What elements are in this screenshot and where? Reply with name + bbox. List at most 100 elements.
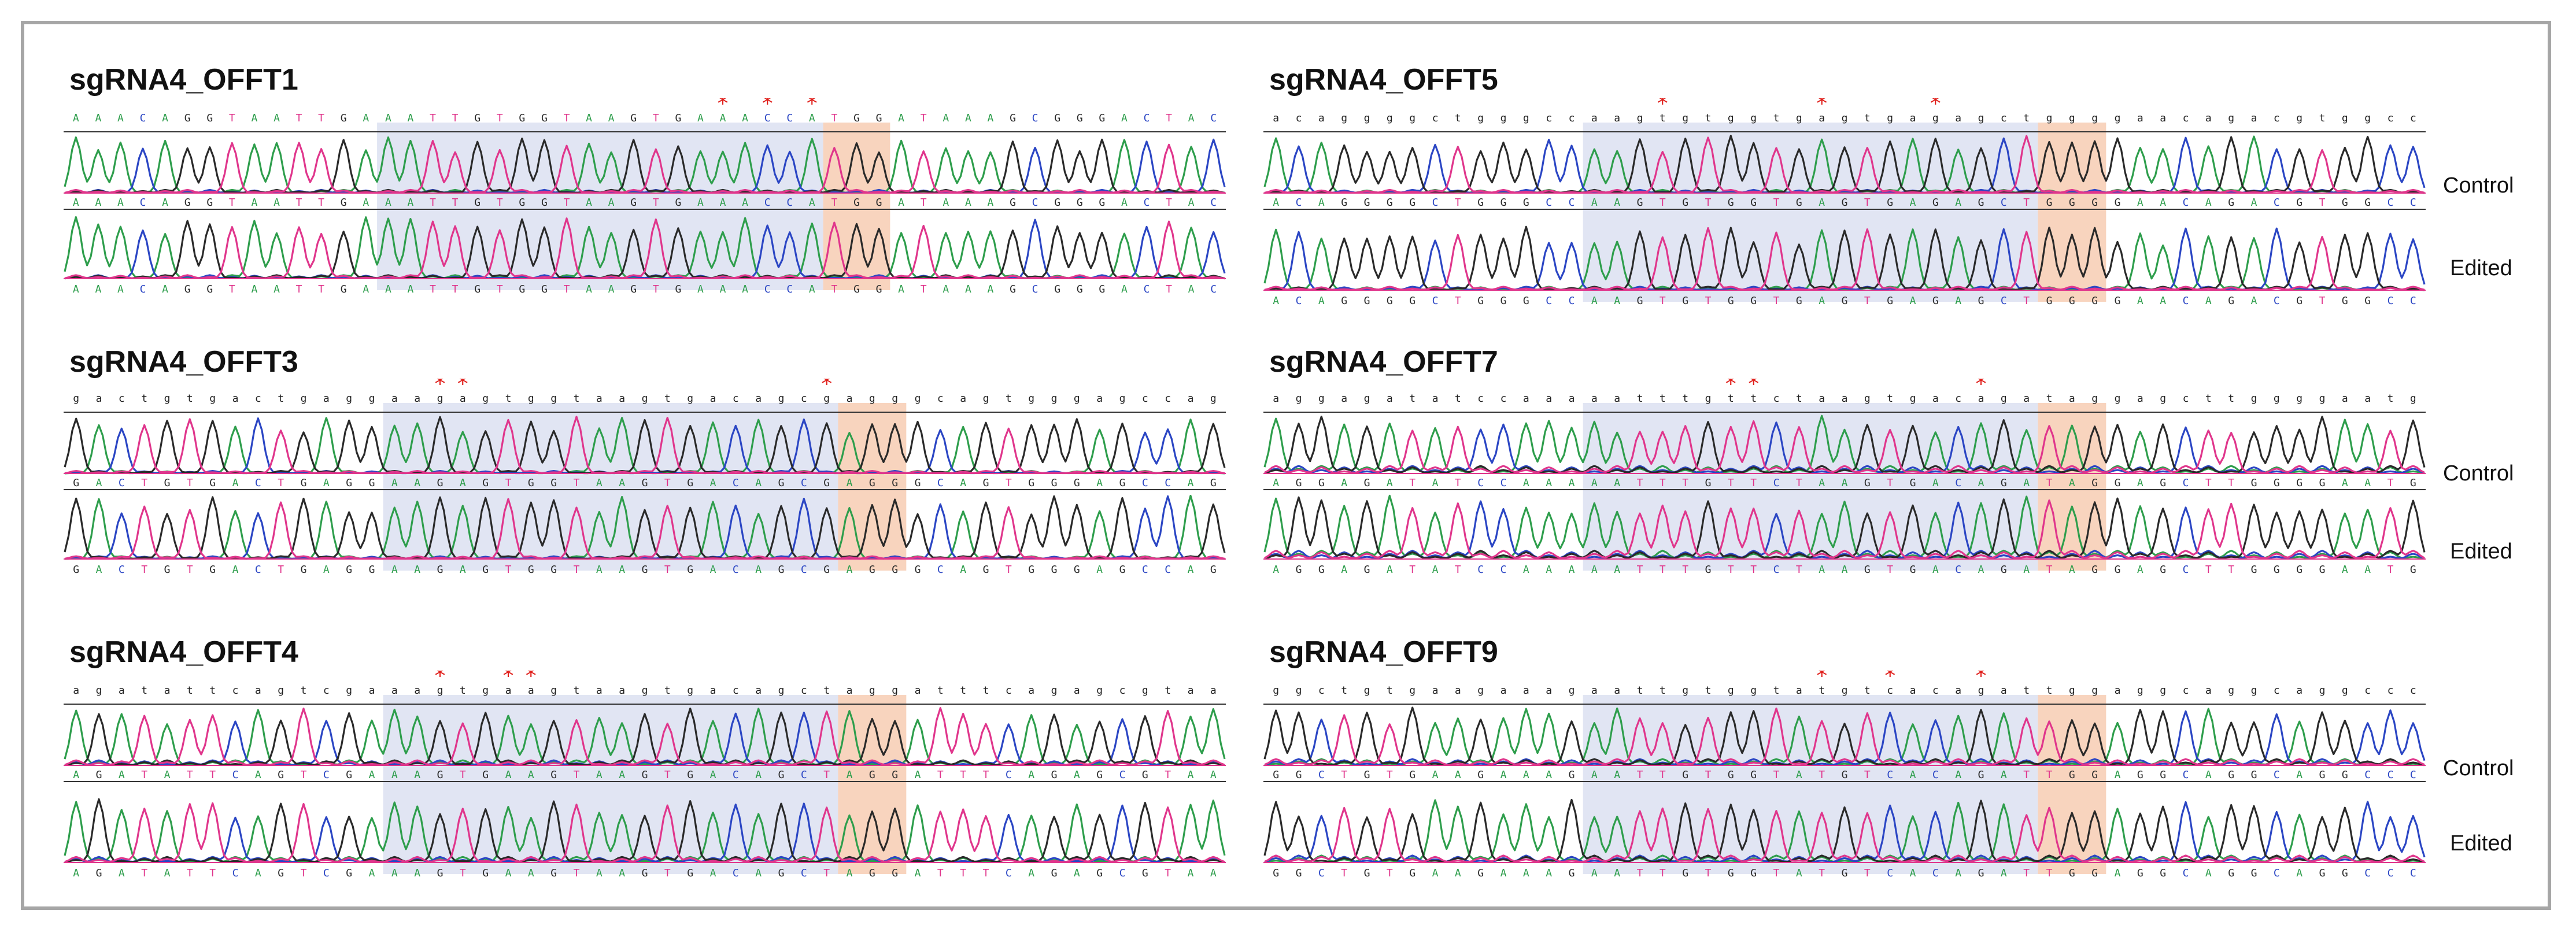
edited-call-base: A [1978,564,1984,576]
edited-call-base: T [1637,564,1643,576]
reference-base: a [1546,393,1552,405]
reference-base: g [550,684,557,697]
reference-base: g [2319,393,2326,405]
edited-call-base: C [2183,295,2189,307]
reference-base: G [1054,112,1060,124]
reference-base: g [1051,393,1058,405]
edited-call-base: G [1273,867,1279,879]
reference-base: g [2115,112,2121,124]
edited-call-base: G [437,867,443,879]
reference-base: t [460,684,466,697]
reference-base: c [1318,684,1325,697]
control-call-base: T [505,477,512,489]
control-call-base: A [755,769,762,781]
edited-call-base: T [1864,867,1871,879]
reference-base: g [2410,393,2416,405]
edited-call-base: C [1477,564,1484,576]
control-call-base: A [1121,197,1128,209]
control-call-base: A [710,477,716,489]
reference-base: c [1477,393,1484,405]
reference-base: t [141,393,147,405]
reference-base: t [2023,684,2030,697]
edited-call-base: A [505,867,512,879]
edited-call-base: A [96,564,102,576]
control-call-base: A [1614,769,1620,781]
edited-call-base: G [2069,867,2075,879]
reference-base: a [414,684,420,697]
control-call-base: T [2228,477,2234,489]
reference-base: a [1842,393,1848,405]
edited-call-base: C [1318,867,1325,879]
control-call-base: A [1978,477,1984,489]
reference-base: g [869,684,875,697]
edited-call-base: A [2205,295,2212,307]
edited-call-base: A [1842,564,1848,576]
reference-base: G [341,112,347,124]
edited-call-base: C [786,283,793,295]
edited-call-base: G [1296,867,1302,879]
control-call-base: A [1273,197,1279,209]
control-call-base: G [1387,197,1393,209]
reference-base: c [2410,684,2416,697]
reference-base: c [2364,684,2371,697]
reference-base: a [369,684,375,697]
edited-call-base: G [2115,564,2121,576]
reference-base: c [2274,112,2280,124]
control-call-base: A [2001,769,2007,781]
control-call-base: G [1796,197,1802,209]
reference-base: A [117,112,124,124]
mismatch-star: * [1725,379,1736,397]
control-call-base: G [2342,197,2348,209]
edited-call-base: G [164,564,171,576]
edited-call-base: A [528,867,534,879]
trace-c-line [1264,801,2426,863]
edited-call-base: T [1387,867,1393,879]
control-call-base: G [1364,197,1370,209]
reference-base: A [1121,112,1128,124]
edited-call-base: G [369,564,375,576]
control-call-base: G [184,197,191,209]
reference-base: g [1864,393,1871,405]
control-call-base: T [1660,477,1666,489]
reference-base: a [1978,393,1984,405]
edited-call-base: A [1121,283,1128,295]
edited-call-base: G [209,564,216,576]
control-call-base: G [2274,477,2280,489]
reference-base: a [1500,684,1507,697]
reference-base: g [823,393,830,405]
edited-call-base: G [823,564,830,576]
edited-call-base: G [1077,283,1083,295]
edited-call-base: A [251,283,257,295]
control-call-base: G [687,477,693,489]
reference-base: g [1932,112,1939,124]
reference-base: g [983,393,989,405]
reference-base: c [323,684,330,697]
control-call-base: A [1591,477,1598,489]
edited-call-base: C [1500,564,1507,576]
edited-call-base: G [301,564,307,576]
edited-call-base: C [1210,283,1217,295]
edited-call-base: A [119,867,125,879]
edited-call-base: G [1523,295,1529,307]
control-call-base: A [1387,477,1393,489]
control-call-base: G [1728,769,1734,781]
reference-base: t [1705,112,1712,124]
edited-call-base: A [391,867,398,879]
edited-call-base: G [278,867,284,879]
edited-call-base: G [1728,867,1734,879]
control-call-base: A [164,769,171,781]
control-call-base: G [1074,477,1080,489]
edited-call-base: T [1455,564,1461,576]
control-call-base: G [550,477,557,489]
reference-base: g [687,684,693,697]
control-call-base: G [206,197,213,209]
edited-call-base: G [346,867,352,879]
edited-call-base: C [140,283,146,295]
edited-call-base: G [2228,295,2234,307]
reference-base: t [1341,684,1347,697]
control-call-base: A [898,197,904,209]
edited-call-base: A [385,283,391,295]
control-call-base: G [2296,477,2302,489]
control-call-base: T [278,477,284,489]
control-call-base: T [141,477,147,489]
